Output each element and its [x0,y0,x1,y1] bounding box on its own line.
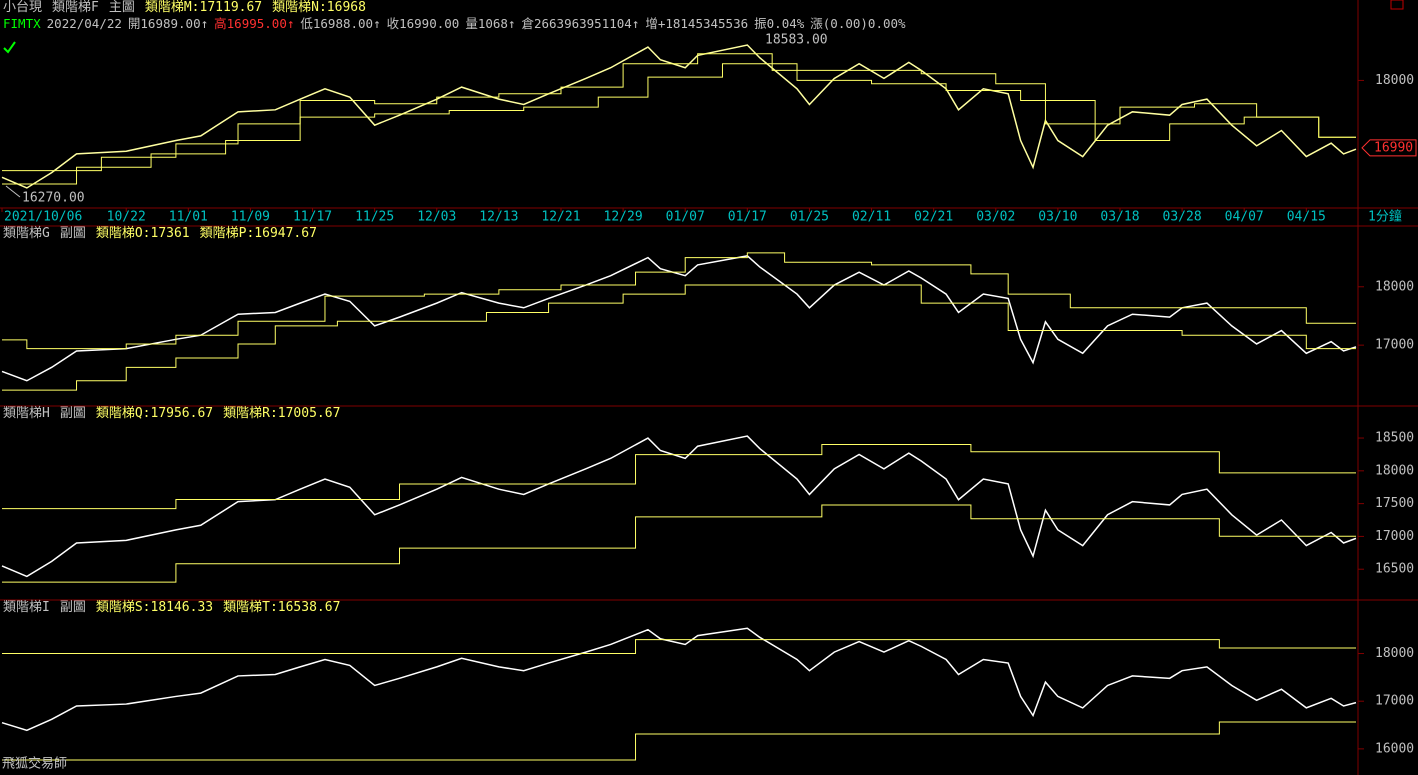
price-line [1,255,1357,382]
status-item: 高16995.00↑ [214,16,295,31]
x-tick-label: 01/07 [666,210,705,225]
y-tick-label: 17000 [1375,694,1414,709]
step-line [2,443,1356,510]
x-tick-label: 02/11 [852,210,891,225]
panel-label: 小台現 [3,0,43,15]
y-tick-label: 18500 [1375,431,1414,446]
legend-entry: 類階梯N:16968 [272,0,366,15]
x-tick-label: 01/17 [728,210,767,225]
step-line [2,284,1356,391]
status-item: 量1068↑ [465,16,516,31]
price-line [1,435,1357,578]
panel-label: 類階梯G [3,226,50,241]
x-tick-label: 11/09 [231,210,270,225]
window-icon [1390,0,1404,10]
y-tick-label: 18000 [1375,463,1414,478]
interval-label: 1分鐘 [1368,209,1402,225]
status-line: FIMTX 2022/04/22 開16989.00↑ 高16995.00↑ 低1698… [3,16,906,32]
x-tick-label: 02/21 [914,210,953,225]
watermark: 飛狐交易師 [2,756,67,772]
last-price-box [1361,139,1417,157]
legend-entry: 類階梯R:17005.67 [223,406,341,421]
status-item: 漲(0.00)0.00% [810,16,906,31]
panel-header: 類階梯I 副圖 類階梯S:18146.33 類階梯T:16538.67 [3,600,340,616]
high-label: 18583.00 [765,33,828,48]
x-tick-label: 04/15 [1287,210,1326,225]
step-line [2,504,1356,583]
check-icon [3,41,16,54]
x-tick-label: 12/29 [604,210,643,225]
x-tick-label: 12/03 [417,210,456,225]
panel-label: 副圖 [59,406,86,421]
x-tick-label: 03/28 [1163,210,1202,225]
price-line [1,44,1357,189]
y-tick-label: 16000 [1375,741,1414,756]
x-tick-label: 01/25 [790,210,829,225]
y-tick-label: 17000 [1375,338,1414,353]
panel-header: 類階梯H 副圖 類階梯Q:17956.67 類階梯R:17005.67 [3,406,340,422]
x-tick-label: 11/17 [293,210,332,225]
y-tick-label: 16500 [1375,562,1414,577]
status-item: 收16990.00 [386,16,460,31]
legend-entry: 類階梯S:18146.33 [95,600,214,615]
x-tick-label: 12/13 [479,210,518,225]
y-tick-label: 17000 [1375,529,1414,544]
x-tick-label: 11/25 [355,210,394,225]
x-tick-label: 10/22 [107,210,146,225]
step-line [2,639,1356,655]
last-price-label: 16990 [1374,140,1413,155]
step-line [2,721,1356,761]
status-item: FIMTX [3,16,41,31]
step-line [2,252,1356,350]
panel-header: 小台現 類階梯F 主圖 類階梯M:17119.67 類階梯N:16968 [3,0,366,16]
panel-label: 副圖 [59,226,86,241]
x-tick-label: 12/21 [541,210,580,225]
panel-label: 主圖 [108,0,135,15]
y-tick-label: 17500 [1375,496,1414,511]
status-item: 增+18145345536 [645,16,749,31]
x-tick-label: 03/10 [1038,210,1077,225]
status-item: 開16989.00↑ [127,16,209,31]
price-line [1,627,1357,732]
x-tick-label: 2021/10/06 [4,210,82,225]
status-item: 低16988.00↑ [300,16,381,31]
panel-label: 副圖 [59,600,86,615]
x-tick-label: 03/02 [976,210,1015,225]
legend-entry: 類階梯P:16947.67 [199,226,317,241]
legend-entry: 類階梯M:17119.67 [144,0,263,15]
step-line [2,53,1356,172]
y-tick-label: 18000 [1375,73,1414,88]
x-tick-label: 04/07 [1225,210,1264,225]
status-item: 2022/04/22 [46,16,122,31]
status-item: 倉2663963951104↑ [521,16,640,31]
legend-entry: 類階梯O:17361 [95,226,190,241]
panel-label: 類階梯I [3,600,50,615]
x-tick-label: 11/01 [169,210,208,225]
status-item: 振0.04% [754,16,805,31]
panel-label: 類階梯F [52,0,99,15]
panel-label: 類階梯H [3,406,50,421]
low-label: 16270.00 [22,191,85,206]
y-tick-label: 18000 [1375,646,1414,661]
legend-entry: 類階梯T:16538.67 [223,600,341,615]
y-tick-label: 18000 [1375,279,1414,294]
legend-entry: 類階梯Q:17956.67 [95,406,214,421]
panel-header: 類階梯G 副圖 類階梯O:17361 類階梯P:16947.67 [3,226,317,242]
low-pointer [5,185,21,198]
step-line [2,63,1356,185]
x-tick-label: 03/18 [1100,210,1139,225]
